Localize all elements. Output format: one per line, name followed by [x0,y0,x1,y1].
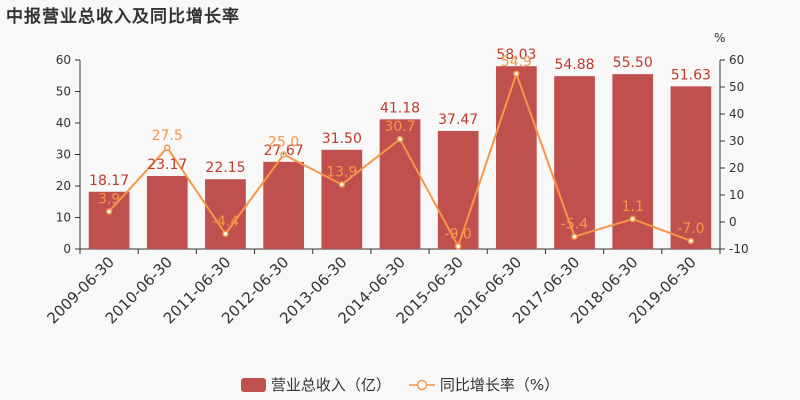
growth-rate-value-label: -5.4 [561,217,588,233]
revenue-value-label: 58.03 [496,47,536,63]
legend-bar-swatch [240,377,266,392]
growth-rate-value-label: 1.1 [622,199,644,215]
revenue-value-label: 37.47 [438,112,478,128]
growth-rate-value-label: -4.4 [212,214,239,230]
revenue-value-label: 22.15 [205,160,245,176]
chart-legend: 营业总收入（亿） 同比增长率（%） [0,374,800,395]
chart-title: 中报营业总收入及同比增长率 [6,7,240,27]
legend-bar-label: 营业总收入（亿） [270,376,391,394]
revenue-bar [88,191,130,249]
growth-rate-value-label: 54.9 [501,54,532,70]
revenue-value-label: 55.50 [613,55,653,71]
y-left-tick-label: 0 [63,242,71,256]
y-right-tick-label: 10 [729,188,744,202]
y-left-tick-label: 30 [56,148,71,162]
y-right-axis-label: % [714,31,725,45]
growth-rate-point [105,208,113,215]
y-left-tick-label: 20 [56,179,71,193]
revenue-value-label: 18.17 [89,173,129,189]
revenue-bar [670,86,712,249]
revenue-value-label: 41.18 [380,100,420,116]
y-right-tick-label: 40 [729,107,744,121]
revenue-bar [554,76,595,250]
growth-rate-point [338,181,346,188]
revenue-value-label: 27.67 [264,143,304,159]
y-right-tick-label: 60 [729,53,744,67]
growth-rate-point [629,215,636,223]
y-left-tick-label: 50 [56,85,71,99]
growth-rate-value-label: 13.9 [326,164,357,180]
growth-rate-value-label: -9.0 [445,226,472,242]
growth-rate-point [513,70,520,78]
growth-rate-value-label: 3.9 [98,191,120,207]
y-right-tick-label: -10 [729,242,749,256]
growth-rate-point [222,230,229,238]
y-right-tick-label: 0 [729,215,737,229]
growth-rate-value-label: 27.5 [152,128,183,144]
growth-rate-point [164,144,171,151]
combo-chart: 0102030405060-100102030405060%2009-06-30… [44,31,749,327]
legend-line-label: 同比增长率（%） [439,376,560,394]
revenue-bar [496,66,537,249]
revenue-bar [146,176,188,249]
y-right-tick-label: 20 [729,161,744,175]
revenue-bar [437,130,479,249]
growth-rate-point [396,135,404,143]
growth-rate-value-label: 30.7 [384,119,415,135]
growth-rate-point [280,151,287,158]
growth-rate-value-label: -7.0 [677,221,704,237]
revenue-bar [263,161,304,249]
revenue-value-label: 51.63 [671,67,711,83]
growth-rate-point [687,237,695,245]
legend-item-growth[interactable]: 同比增长率（%） [408,374,560,395]
revenue-value-label: 23.17 [147,157,187,173]
revenue-bar [321,149,363,249]
legend-line-swatch [408,379,435,390]
legend-item-revenue[interactable]: 营业总收入（亿） [240,374,391,395]
y-right-tick-label: 30 [729,134,744,148]
growth-rate-value-label: 25.0 [268,135,299,151]
growth-rate-point [571,233,578,240]
growth-rate-point [454,243,462,250]
revenue-value-label: 31.50 [322,131,362,147]
y-left-tick-label: 60 [56,53,71,67]
y-left-tick-label: 40 [56,116,71,130]
revenue-value-label: 54.88 [554,57,594,73]
y-left-tick-label: 10 [56,211,71,225]
y-right-tick-label: 50 [729,80,744,94]
